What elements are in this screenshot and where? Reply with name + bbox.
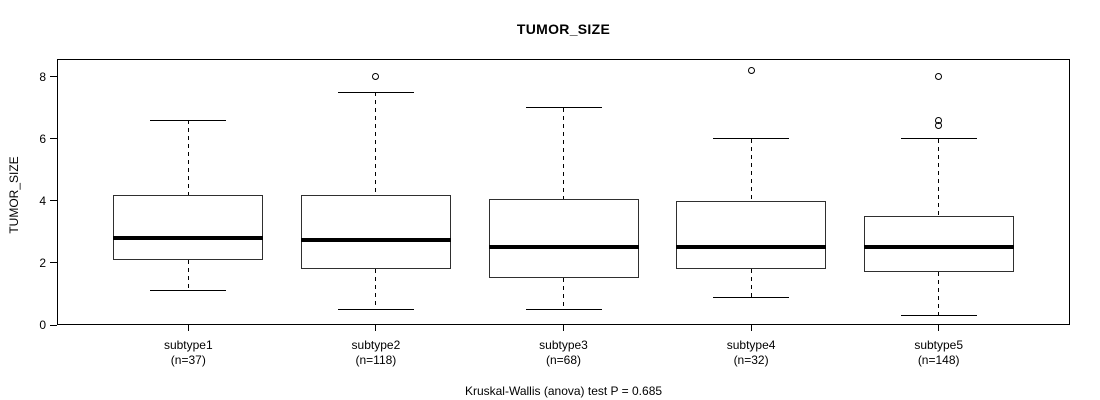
upper-whisker-cap bbox=[150, 119, 227, 121]
lower-whisker-cap bbox=[900, 315, 977, 317]
group-label-subtype2: subtype2 (n=118) bbox=[306, 338, 446, 368]
upper-whisker-stem bbox=[375, 92, 377, 195]
outlier-point bbox=[935, 116, 943, 124]
group-label-subtype1: subtype1 (n=37) bbox=[118, 338, 258, 368]
y-tick-label: 6 bbox=[39, 131, 46, 146]
upper-whisker-cap bbox=[900, 138, 977, 140]
x-tick-mark bbox=[563, 325, 564, 331]
y-tick-mark bbox=[50, 76, 57, 78]
upper-whisker-cap bbox=[337, 91, 414, 93]
group-count: (n=118) bbox=[355, 353, 397, 367]
x-tick-mark bbox=[750, 325, 752, 331]
lower-whisker-stem bbox=[563, 278, 564, 310]
lower-whisker-cap bbox=[713, 296, 790, 298]
lower-whisker-cap bbox=[525, 308, 602, 310]
iqr-box-subtype5 bbox=[863, 216, 1014, 273]
lower-whisker-stem bbox=[187, 259, 189, 291]
y-tick-mark bbox=[50, 324, 57, 326]
x-tick-mark bbox=[938, 325, 940, 331]
y-tick-label: 8 bbox=[39, 69, 46, 84]
group-count: (n=37) bbox=[170, 353, 206, 367]
iqr-box-subtype4 bbox=[676, 200, 827, 270]
lower-whisker-stem bbox=[375, 269, 377, 310]
y-tick-mark bbox=[50, 200, 57, 202]
chart-title: TUMOR_SIZE bbox=[516, 21, 611, 37]
group-count: (n=68) bbox=[545, 353, 582, 367]
lower-whisker-cap bbox=[150, 290, 227, 292]
stat-test-caption: Kruskal-Wallis (anova) test P = 0.685 bbox=[464, 384, 663, 398]
upper-whisker-stem bbox=[563, 107, 564, 200]
group-name: subtype5 bbox=[914, 338, 964, 352]
upper-whisker-cap bbox=[525, 107, 602, 109]
outlier-point bbox=[372, 73, 380, 81]
y-tick-mark bbox=[50, 138, 57, 140]
y-tick-mark bbox=[50, 262, 57, 264]
upper-whisker-stem bbox=[187, 120, 189, 195]
upper-whisker-stem bbox=[938, 138, 940, 217]
group-name: subtype4 bbox=[726, 338, 776, 352]
outlier-point bbox=[747, 67, 755, 75]
upper-whisker-cap bbox=[713, 138, 790, 140]
lower-whisker-stem bbox=[750, 269, 752, 298]
group-label-subtype3: subtype3 (n=68) bbox=[494, 338, 634, 368]
y-tick-label: 2 bbox=[39, 255, 46, 270]
y-tick-label: 0 bbox=[39, 318, 46, 332]
iqr-box-subtype3 bbox=[488, 199, 639, 279]
group-count: (n=148) bbox=[917, 353, 960, 367]
median-line bbox=[676, 245, 827, 250]
median-line bbox=[863, 245, 1014, 250]
median-line bbox=[113, 236, 264, 241]
lower-whisker-stem bbox=[938, 272, 940, 316]
group-name: subtype3 bbox=[539, 338, 588, 352]
median-line bbox=[300, 237, 451, 242]
x-tick-mark bbox=[187, 325, 189, 331]
group-name: subtype1 bbox=[163, 338, 213, 352]
upper-whisker-stem bbox=[750, 138, 752, 201]
iqr-box-subtype2 bbox=[300, 194, 451, 270]
median-line bbox=[488, 245, 639, 250]
x-tick-mark bbox=[375, 325, 377, 331]
group-label-subtype5: subtype5 (n=148) bbox=[869, 338, 1009, 368]
iqr-box-subtype1 bbox=[113, 194, 264, 260]
group-name: subtype2 bbox=[351, 338, 401, 352]
group-label-subtype4: subtype4 (n=32) bbox=[681, 338, 821, 368]
group-count: (n=32) bbox=[733, 353, 769, 367]
outlier-point bbox=[935, 73, 943, 81]
y-tick-label: 4 bbox=[39, 193, 46, 208]
lower-whisker-cap bbox=[337, 308, 414, 310]
